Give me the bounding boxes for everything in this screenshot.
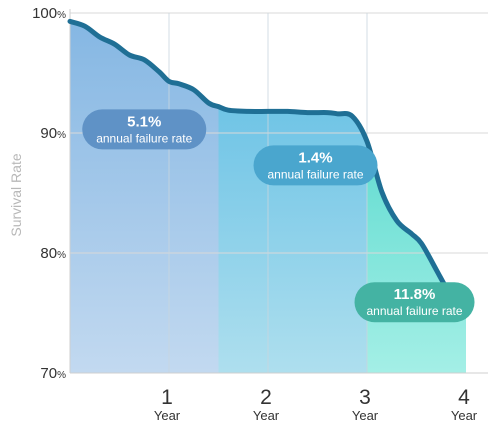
badge-caption-2: annual failure rate [267, 167, 363, 181]
y-tick-labels: 100% 90% 80% 70% [32, 5, 66, 382]
y-tick-label-3: 80% [40, 245, 66, 262]
y-tick-label-1: 100% [32, 5, 66, 22]
x-tick-label-1: 1 [161, 386, 173, 409]
survival-line [67, 18, 464, 315]
failure-rate-badge-2: 1.4%annual failure rate [253, 145, 378, 186]
badge-pill-3 [354, 282, 475, 323]
x-tick-label-2: 2 [260, 386, 272, 409]
x-tick-sublabel-4: Year [451, 408, 478, 423]
x-tick-label-3: 3 [359, 386, 371, 409]
x-tick-label-4: 4 [458, 386, 470, 409]
x-tick-sublabel-1: Year [154, 408, 181, 423]
y-tick-label-4: 70% [40, 365, 66, 382]
badge-pill-1 [82, 109, 207, 150]
badge-rate-1: 5.1% [127, 113, 161, 130]
failure-rate-badge-3: 11.8%annual failure rate [354, 282, 475, 323]
x-tick-sublabel-3: Year [352, 408, 379, 423]
badge-rate-3: 11.8% [394, 286, 436, 303]
area-segment-3 [367, 141, 466, 373]
badge-caption-1: annual failure rate [96, 131, 192, 145]
y-axis-label: Survival Rate [8, 153, 24, 236]
failure-rate-badge-1: 5.1%annual failure rate [82, 109, 207, 150]
y-tick-label-2: 90% [40, 125, 66, 142]
x-tick-sublabel-2: Year [253, 408, 280, 423]
badge-caption-3: annual failure rate [366, 304, 462, 318]
badge-pill-2 [253, 145, 378, 186]
badge-rate-2: 1.4% [298, 149, 332, 166]
axes [69, 9, 488, 374]
area-segment-1 [70, 21, 219, 374]
